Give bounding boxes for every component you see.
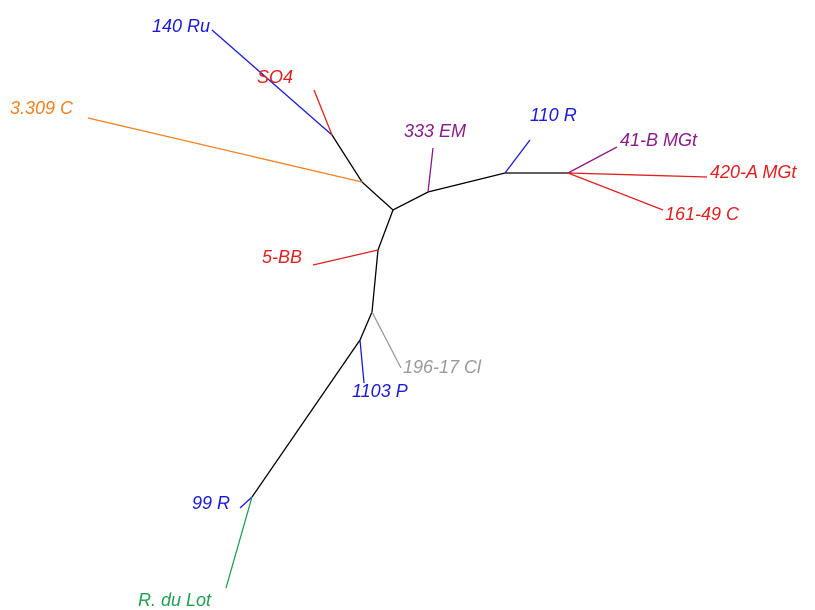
leaf-label: 333 EM xyxy=(404,121,466,141)
leaf-label: 5-BB xyxy=(262,247,302,267)
branch xyxy=(225,496,253,589)
leaf-label: SO4 xyxy=(257,67,293,87)
leaf-label: 3.309 C xyxy=(10,98,74,118)
leaf-label: 1103 P xyxy=(352,381,408,401)
branch xyxy=(567,172,664,211)
branch xyxy=(312,249,379,266)
branch xyxy=(359,339,365,384)
branch xyxy=(371,311,402,369)
branch xyxy=(504,139,531,174)
branch xyxy=(331,134,568,211)
leaf-label: R. du Lot xyxy=(138,590,212,610)
leaf-label: 99 R xyxy=(192,493,230,513)
branch xyxy=(567,146,618,174)
branch xyxy=(313,89,333,136)
leaf-label: 420-A MGt xyxy=(710,162,797,182)
leaf-label: 41-B MGt xyxy=(620,130,698,150)
leaf-label: 161-49 C xyxy=(665,204,740,224)
leaf-label: 196-17 Cl xyxy=(403,357,482,377)
branch xyxy=(239,496,253,509)
branch xyxy=(87,117,363,183)
leaf-label: 140 Ru xyxy=(152,16,210,36)
branch xyxy=(427,147,434,193)
branch xyxy=(567,172,708,178)
branch xyxy=(211,29,333,136)
leaf-label: 110 R xyxy=(530,105,577,125)
